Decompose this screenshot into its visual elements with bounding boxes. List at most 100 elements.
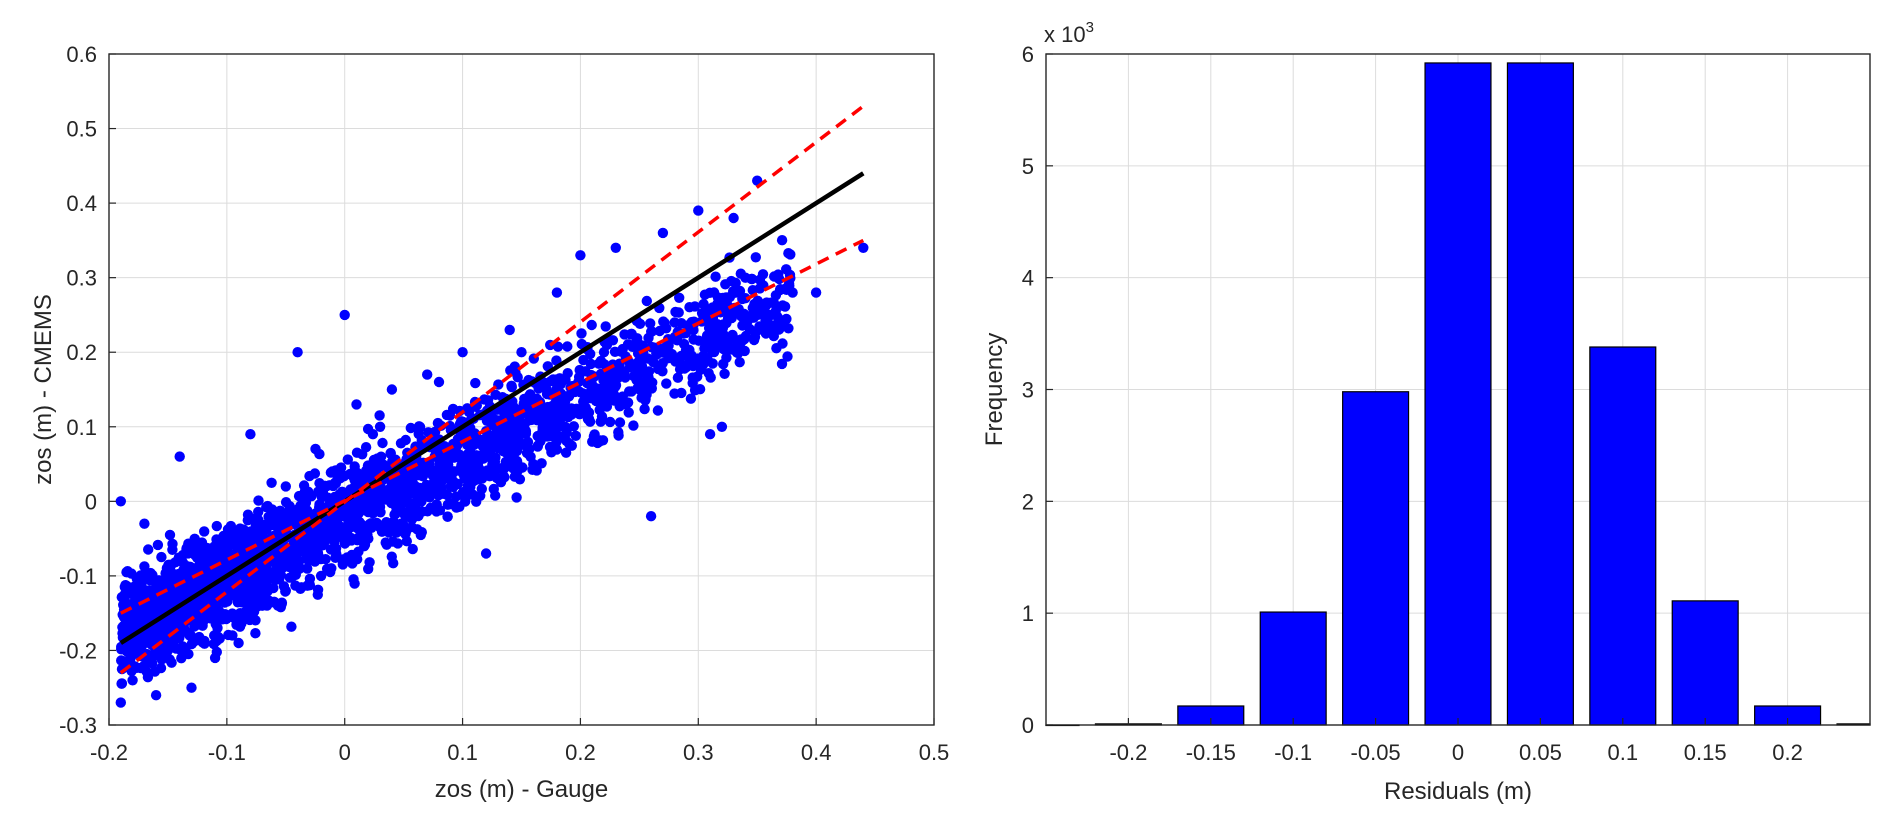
- scatter-point: [654, 325, 665, 337]
- histogram-x-tick-label: -0.05: [1351, 740, 1401, 765]
- scatter-point: [256, 570, 267, 581]
- scatter-point: [674, 292, 685, 303]
- scatter-point: [599, 359, 610, 370]
- histogram-bar: [1259, 611, 1327, 726]
- scatter-point: [354, 506, 365, 517]
- scatter-point: [566, 409, 577, 420]
- scatter-point: [600, 321, 611, 332]
- scatter-point: [275, 602, 286, 613]
- scatter-point: [247, 578, 259, 589]
- scatter-point: [749, 331, 761, 343]
- scatter-point: [196, 578, 207, 589]
- scatter-point: [727, 329, 738, 341]
- exponent-base: x 10: [1044, 22, 1086, 47]
- scatter-point: [119, 589, 130, 600]
- scatter-point: [634, 318, 646, 329]
- scatter-point: [374, 421, 386, 432]
- scatter-ticks: -0.2 -0.1 0 0.1 0.2 0.3 0.4 0.5-0.3-0.2-0.100.1…: [59, 42, 949, 765]
- scatter-chart: -0.2 -0.1 0 0.1 0.2 0.3 0.4 0.5-0.3-0.2-0.100.1…: [30, 42, 949, 803]
- scatter-y-tick-label: -0.3: [59, 713, 97, 738]
- scatter-point: [702, 353, 713, 364]
- scatter-point: [532, 440, 544, 451]
- scatter-point: [115, 697, 127, 708]
- histogram-y-tick-label: 6: [1022, 42, 1034, 67]
- scatter-point: [586, 384, 597, 395]
- histogram-chart: -0.2 -0.15 -0.1 -0.05 0 0.05 0.1 0.15 0.2 0 1 2 3 4 5 6…: [981, 19, 1871, 805]
- scatter-point: [448, 467, 459, 478]
- scatter-point: [266, 477, 277, 488]
- scatter-point: [363, 506, 374, 518]
- scatter-point: [199, 526, 210, 537]
- histogram-x-tick-label: -0.1: [1274, 740, 1312, 765]
- histogram-bar: [1589, 346, 1657, 726]
- scatter-point: [142, 672, 154, 683]
- scatter-point: [407, 543, 418, 555]
- scatter-point: [122, 566, 133, 577]
- scatter-point: [380, 537, 391, 548]
- scatter-point: [246, 533, 257, 545]
- scatter-point: [211, 534, 222, 545]
- scatter-point: [687, 372, 698, 383]
- histogram-x-tick-label: 0.05: [1519, 740, 1562, 765]
- scatter-point: [636, 361, 648, 372]
- scatter-point: [267, 519, 278, 531]
- scatter-point: [236, 618, 247, 629]
- scatter-point: [143, 544, 154, 555]
- scatter-point: [704, 317, 715, 328]
- scatter-point: [126, 615, 137, 626]
- scatter-point: [141, 567, 152, 579]
- scatter-point: [290, 580, 301, 591]
- scatter-point: [337, 559, 348, 570]
- scatter-point: [401, 536, 412, 547]
- scatter-point: [514, 474, 526, 485]
- scatter-point: [230, 588, 241, 599]
- scatter-point: [689, 301, 701, 312]
- scatter-point: [398, 485, 409, 496]
- y-axis-exponent-label: x 103: [1044, 19, 1094, 47]
- histogram-y-tick-label: 4: [1022, 266, 1034, 291]
- scatter-point: [416, 527, 427, 538]
- scatter-point: [731, 347, 742, 358]
- scatter-point: [179, 644, 191, 656]
- scatter-point: [294, 506, 306, 517]
- scatter-point: [405, 422, 416, 434]
- scatter-point: [386, 384, 398, 395]
- scatter-point: [286, 621, 297, 632]
- scatter-point: [481, 415, 493, 426]
- scatter-x-tick-label: 0.5: [919, 740, 950, 765]
- scatter-point: [186, 682, 197, 693]
- scatter-point: [457, 347, 468, 358]
- scatter-point: [657, 227, 669, 239]
- scatter-point: [386, 481, 397, 492]
- scatter-point: [482, 446, 493, 457]
- scatter-point: [433, 376, 445, 388]
- scatter-point: [604, 416, 616, 428]
- scatter-point: [240, 590, 251, 601]
- scatter-point: [444, 410, 456, 421]
- histogram-y-tick-label: 2: [1022, 489, 1034, 514]
- scatter-point: [528, 458, 539, 470]
- scatter-point: [689, 385, 701, 396]
- scatter-point: [388, 558, 399, 569]
- scatter-point: [390, 508, 401, 519]
- scatter-point: [345, 484, 356, 495]
- scatter-point: [312, 589, 323, 600]
- scatter-point: [628, 420, 639, 431]
- scatter-point: [211, 607, 222, 618]
- histogram-bar: [1342, 391, 1410, 726]
- scatter-point: [770, 290, 782, 301]
- scatter-point: [163, 559, 174, 570]
- scatter-point: [422, 369, 433, 380]
- scatter-point: [613, 427, 624, 438]
- scatter-point: [488, 483, 499, 495]
- scatter-point: [511, 492, 522, 503]
- exponent-power: 3: [1086, 19, 1094, 36]
- scatter-point: [779, 301, 791, 312]
- scatter-point: [316, 491, 328, 502]
- scatter-point: [219, 597, 230, 608]
- scatter-point: [374, 410, 385, 421]
- scatter-point: [421, 479, 432, 491]
- scatter-point: [434, 480, 445, 492]
- scatter-point: [152, 594, 164, 606]
- scatter-point: [673, 307, 684, 318]
